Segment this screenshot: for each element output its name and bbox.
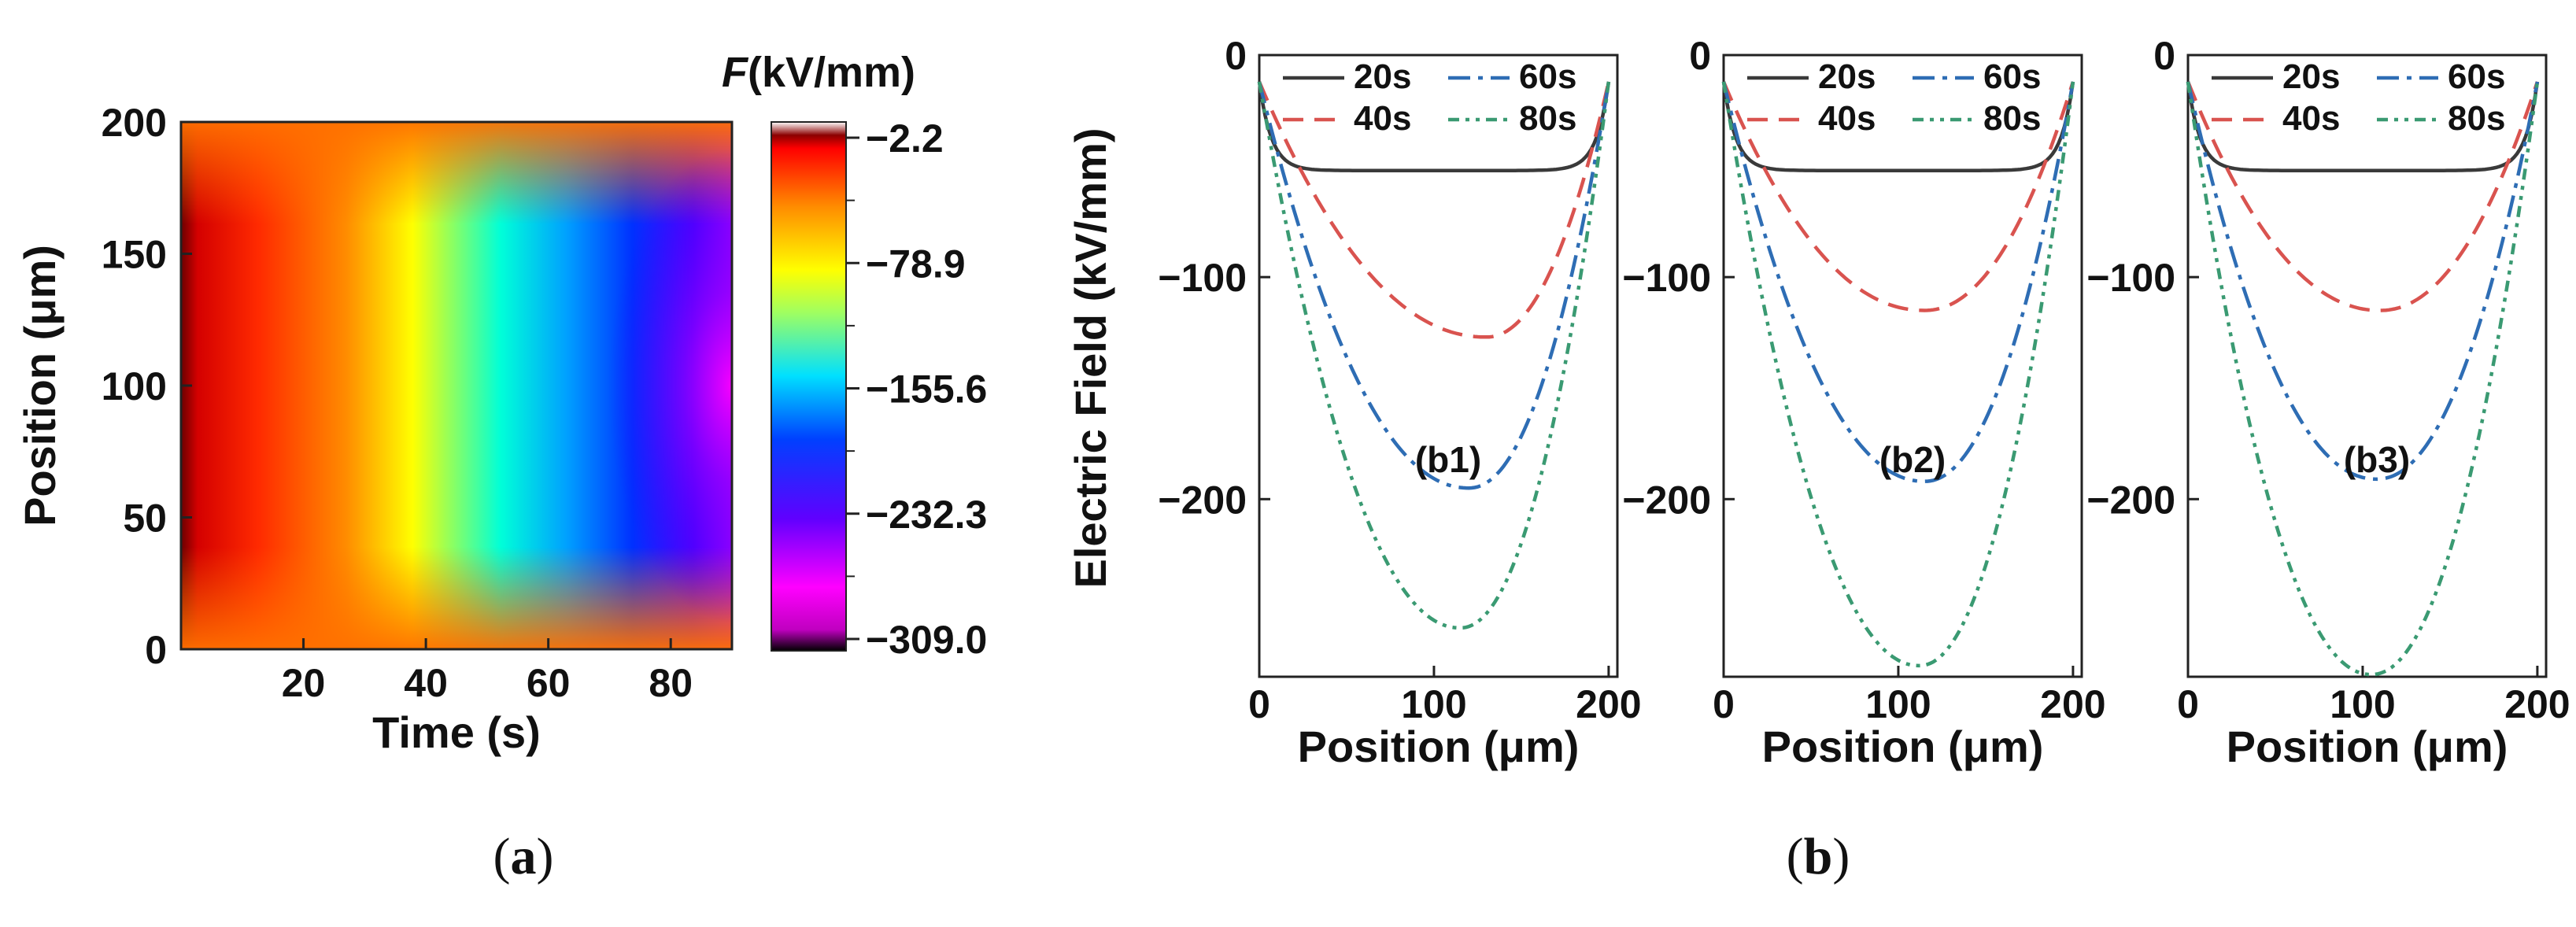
series-line-60s: [1721, 81, 2075, 483]
ytick-label: 0: [2153, 34, 2175, 78]
legend-label-20s: 20s: [2282, 57, 2340, 96]
caption-a: (a): [493, 828, 554, 885]
series-line-60s: [1257, 81, 1611, 490]
heatmap-ytick-label: 0: [145, 628, 167, 672]
heatmap-ytick-label: 50: [123, 497, 167, 541]
b-panels-ylabel: Electric Field (kV/mm): [1066, 127, 1115, 588]
legend-label-40s: 40s: [1818, 99, 1876, 138]
caption-a-letter: a: [511, 828, 537, 885]
plot-frame: [2186, 54, 2548, 678]
colorbar-tick-label: −232.3: [866, 493, 987, 537]
colorbar-tick-label: −309.0: [866, 618, 987, 662]
ytick-label: −200: [1158, 478, 1247, 522]
line-panel-1: 0 100 200 0 −100 −200 Position (μm) 20s 60s 40s 80…: [1158, 34, 1641, 771]
caption-b-close: ): [1832, 828, 1850, 885]
ytick-label: −200: [1622, 478, 1711, 522]
series-line-20s: [1257, 81, 1611, 172]
xtick-label: 100: [2330, 682, 2395, 726]
colorbar: −2.2 −78.9 −155.6 −232.3 −309.0 F(kV/mm): [722, 49, 987, 662]
heatmap-xtick-label: 80: [649, 661, 693, 705]
heatmap-xtick-label: 20: [282, 661, 326, 705]
series-line-40s: [2186, 81, 2540, 312]
legend-label-60s: 60s: [1519, 57, 1576, 96]
ytick-label: −200: [2086, 478, 2175, 522]
heatmap-panel: 20 40 60 80 0 50 100 150 200 Time (s) Position (…: [15, 101, 734, 757]
legend-label-80s: 80s: [1983, 99, 2041, 138]
legend-label-60s: 60s: [2448, 57, 2505, 96]
caption-a-open: (: [493, 828, 511, 885]
ytick-label: 0: [1689, 34, 1711, 78]
series-line-20s: [2186, 81, 2540, 172]
plot-frame: [1258, 54, 1619, 678]
legend-label-80s: 80s: [1519, 99, 1576, 138]
colorbar-gradient: [771, 121, 847, 652]
heatmap-ytick-label: 200: [102, 101, 167, 145]
panel-label: (b3): [2344, 439, 2410, 480]
series-line-40s: [1257, 81, 1611, 339]
colorbar-title-unit: (kV/mm): [748, 49, 915, 96]
xtick-label: 200: [1576, 682, 1641, 726]
series-line-80s: [1721, 81, 2075, 668]
legend-label-40s: 40s: [2282, 99, 2340, 138]
ytick-label: −100: [1622, 256, 1711, 300]
legend-label-20s: 20s: [1354, 57, 1411, 96]
xtick-label: 200: [2504, 682, 2570, 726]
xtick-label: 200: [2040, 682, 2105, 726]
panel-label: (b1): [1415, 439, 1481, 480]
colorbar-tick-label: −155.6: [866, 367, 987, 412]
ytick-label: −100: [1158, 256, 1247, 300]
heatmap-core: [456, 122, 732, 649]
ytick-label: −100: [2086, 256, 2175, 300]
series-line-40s: [1721, 81, 2075, 312]
plot-frame: [1722, 54, 2083, 678]
xlabel: Position (μm): [1298, 722, 1580, 771]
line-panels: 0 100 200 0 −100 −200 Position (μm) 20s 60s 40s 80…: [1158, 34, 2570, 771]
legend-label-80s: 80s: [2448, 99, 2505, 138]
series-line-80s: [2186, 81, 2540, 677]
ytick-label: 0: [1225, 34, 1247, 78]
colorbar-tick-label: −2.2: [866, 116, 944, 161]
caption-b-open: (: [1787, 828, 1804, 885]
heatmap-xtick-label: 40: [404, 661, 448, 705]
xlabel: Position (μm): [1762, 722, 2044, 771]
legend-label-40s: 40s: [1354, 99, 1411, 138]
colorbar-tick-label: −78.9: [866, 242, 966, 286]
series-line-20s: [1721, 81, 2075, 172]
xtick-label: 100: [1865, 682, 1931, 726]
heatmap-xlabel: Time (s): [372, 707, 541, 757]
series-line-60s: [2186, 81, 2540, 482]
xtick-label: 100: [1401, 682, 1466, 726]
caption-b: (b): [1787, 828, 1850, 885]
heatmap-xtick-label: 60: [527, 661, 571, 705]
panel-label: (b2): [1879, 439, 1946, 480]
legend-label-20s: 20s: [1818, 57, 1876, 96]
colorbar-title: F(kV/mm): [722, 49, 915, 96]
caption-a-close: ): [537, 828, 554, 885]
xtick-label: 0: [1713, 682, 1735, 726]
heatmap-ylabel: Position (μm): [15, 245, 65, 526]
line-panel-3: 0 100 200 0 −100 −200 Position (μm) 20s 60s 40s 80…: [2086, 34, 2570, 771]
heatmap-ytick-label: 100: [102, 364, 167, 408]
xtick-label: 0: [1248, 682, 1270, 726]
xlabel: Position (μm): [2227, 722, 2508, 771]
caption-b-letter: b: [1804, 828, 1833, 885]
colorbar-title-symbol: F: [722, 49, 749, 96]
line-panel-2: 0 100 200 0 −100 −200 Position (μm) 20s 60s 40s 80…: [1622, 34, 2105, 771]
heatmap-ytick-label: 150: [102, 233, 167, 277]
xtick-label: 0: [2177, 682, 2199, 726]
legend-label-60s: 60s: [1983, 57, 2041, 96]
series-line-80s: [1257, 81, 1611, 630]
